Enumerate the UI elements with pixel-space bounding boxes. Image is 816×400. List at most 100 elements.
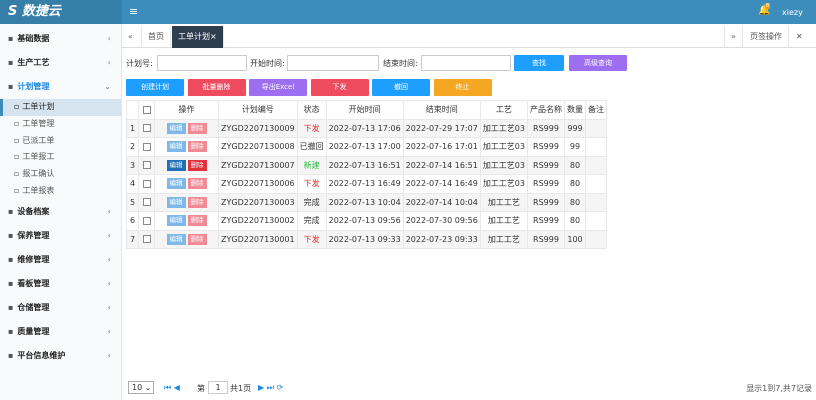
cell-end: 2022-07-14 16:49: [402, 174, 481, 194]
header-cell: 工艺: [479, 100, 529, 120]
menu-item[interactable]: ▫ 工单报工: [0, 149, 121, 166]
toolbar-button[interactable]: 创建计划: [126, 79, 184, 96]
search-button[interactable]: 高级查询: [569, 55, 627, 71]
cell-status: 新建: [296, 155, 327, 175]
delete-button[interactable]: 删除: [187, 196, 207, 208]
delete-button[interactable]: 删除: [187, 141, 207, 153]
cell-code: ZYGD2207130001: [218, 229, 298, 249]
cell-process: 加工工艺: [479, 211, 529, 231]
cell-remark: [585, 192, 607, 212]
checkbox[interactable]: [142, 216, 151, 225]
page-first-prev[interactable]: ⏮ ◀: [164, 383, 180, 392]
cell-remark: [585, 137, 607, 157]
cell-product: RS999: [527, 118, 565, 138]
tab-next[interactable]: »: [724, 26, 743, 48]
header-cell: 数量: [564, 100, 586, 120]
toolbar-button[interactable]: 下发: [310, 79, 369, 96]
checkbox[interactable]: [142, 161, 151, 170]
end-input[interactable]: [421, 55, 511, 71]
cell-remark: [585, 118, 607, 138]
tab-active[interactable]: 工单计划×: [172, 26, 224, 48]
bell[interactable]: 🔔: [758, 5, 771, 16]
tab-prev[interactable]: «: [122, 26, 142, 48]
menu-item-icon: ▫: [14, 152, 20, 162]
menu-group[interactable]: ▪ 看板管理 ‹: [0, 272, 121, 296]
menu-item[interactable]: ▫ 工单管理: [0, 116, 121, 133]
data-table: 操作 计划编号 状态 开始时间 结束时间 工艺 产品名称 数量 备注 1 编辑 删除 ZYGD22071…: [126, 100, 607, 249]
menu-label: 设备档案: [17, 206, 50, 216]
menu-group[interactable]: ▪ 保养管理 ‹: [0, 224, 121, 248]
menu-group[interactable]: ▪ 质量管理 ‹: [0, 320, 121, 344]
edit-button[interactable]: 编辑: [166, 196, 186, 208]
cell-status: 下发: [296, 174, 327, 194]
cell: [138, 137, 155, 157]
menu-group[interactable]: ▪ 仓储管理 ‹: [0, 296, 121, 320]
menu-item[interactable]: ▫ 报工确认: [0, 166, 121, 183]
menu-toggle[interactable]: ≡: [129, 5, 139, 18]
tab[interactable]: 首页: [142, 26, 171, 48]
cell: [138, 229, 155, 249]
toolbar-button[interactable]: 导出Excel: [249, 79, 307, 96]
button-label: 撤回: [394, 83, 408, 91]
button-label: 高级查询: [584, 59, 612, 67]
edit-button[interactable]: 编辑: [166, 122, 186, 134]
delete-button[interactable]: 删除: [187, 122, 207, 134]
delete-button[interactable]: 删除: [187, 159, 207, 171]
edit-button[interactable]: 编辑: [166, 215, 186, 227]
row: 3 编辑 删除 ZYGD2207130007 新建 2022-07-13 16:51 202…: [126, 155, 607, 175]
page-next-last[interactable]: ▶ ⏭ ⟳: [258, 383, 284, 392]
menu-icon: ▪: [8, 326, 14, 336]
user[interactable]: xiezy: [782, 8, 803, 17]
edit-button[interactable]: 编辑: [166, 233, 186, 245]
menu-arrow: ‹: [107, 302, 111, 312]
cell-product: RS999: [527, 211, 565, 231]
menu-group[interactable]: ▪ 计划管理 ⌄: [0, 75, 121, 99]
toolbar-button[interactable]: 批量删除: [187, 79, 246, 96]
page-input[interactable]: 1: [208, 381, 228, 394]
toolbar-button[interactable]: 撤回: [372, 79, 430, 96]
menu-icon: ▪: [8, 58, 14, 67]
cell-qty: 80: [564, 192, 586, 212]
plan-input[interactable]: [157, 55, 247, 71]
delete-button[interactable]: 删除: [187, 233, 207, 245]
search-button[interactable]: 查找: [514, 55, 564, 71]
button-label: 下发: [332, 83, 347, 91]
checkbox[interactable]: [142, 124, 151, 133]
menu-group[interactable]: ▪ 设备档案 ‹: [0, 200, 121, 224]
checkbox[interactable]: [142, 105, 151, 114]
delete-button[interactable]: 删除: [187, 178, 207, 190]
checkbox[interactable]: [142, 179, 151, 188]
logo: S 数捷云: [0, 0, 122, 24]
checkbox[interactable]: [142, 235, 151, 244]
menu-icon: ▪: [8, 206, 14, 216]
header-cell: 结束时间: [402, 100, 481, 120]
cell-product: RS999: [527, 192, 565, 212]
menu-group[interactable]: ▪ 维修管理 ‹: [0, 248, 121, 272]
cell-code: ZYGD2207130006: [218, 174, 298, 194]
menu-item[interactable]: ▫ 已派工单: [0, 133, 121, 150]
tab-close[interactable]: ✕: [796, 32, 803, 41]
summary: 显示1到7,共7记录: [746, 384, 812, 393]
cell-end: 2022-07-29 17:07: [402, 118, 481, 138]
start-input[interactable]: [287, 55, 379, 71]
edit-button[interactable]: 编辑: [166, 141, 186, 153]
tab-actions[interactable]: 页签操作: [744, 26, 789, 48]
menu-item[interactable]: ▫ 工单报表: [0, 183, 121, 200]
menu-group[interactable]: ▪ 生产工艺 ‹: [0, 51, 121, 75]
actions: 编辑 删除: [154, 174, 219, 194]
actions: 编辑 删除: [154, 118, 219, 138]
header-cell: 操作: [154, 100, 219, 120]
cell: [138, 174, 155, 194]
menu-item[interactable]: ▫ 工单计划: [0, 99, 121, 116]
toolbar-button[interactable]: 终止: [433, 79, 492, 96]
page-size[interactable]: 10 ⌄: [128, 381, 154, 394]
cell-status: 完成: [296, 211, 327, 231]
delete-button[interactable]: 删除: [187, 215, 207, 227]
checkbox[interactable]: [142, 142, 151, 151]
tab-bar: « 首页 工单计划× » 页签操作 ✕: [122, 26, 816, 48]
menu-group[interactable]: ▪ 基础数据 ‹: [0, 27, 121, 51]
menu-group[interactable]: ▪ 平台信息维护 ‹: [0, 344, 121, 368]
edit-button[interactable]: 编辑: [166, 159, 186, 171]
edit-button[interactable]: 编辑: [166, 178, 186, 190]
checkbox[interactable]: [142, 198, 151, 207]
